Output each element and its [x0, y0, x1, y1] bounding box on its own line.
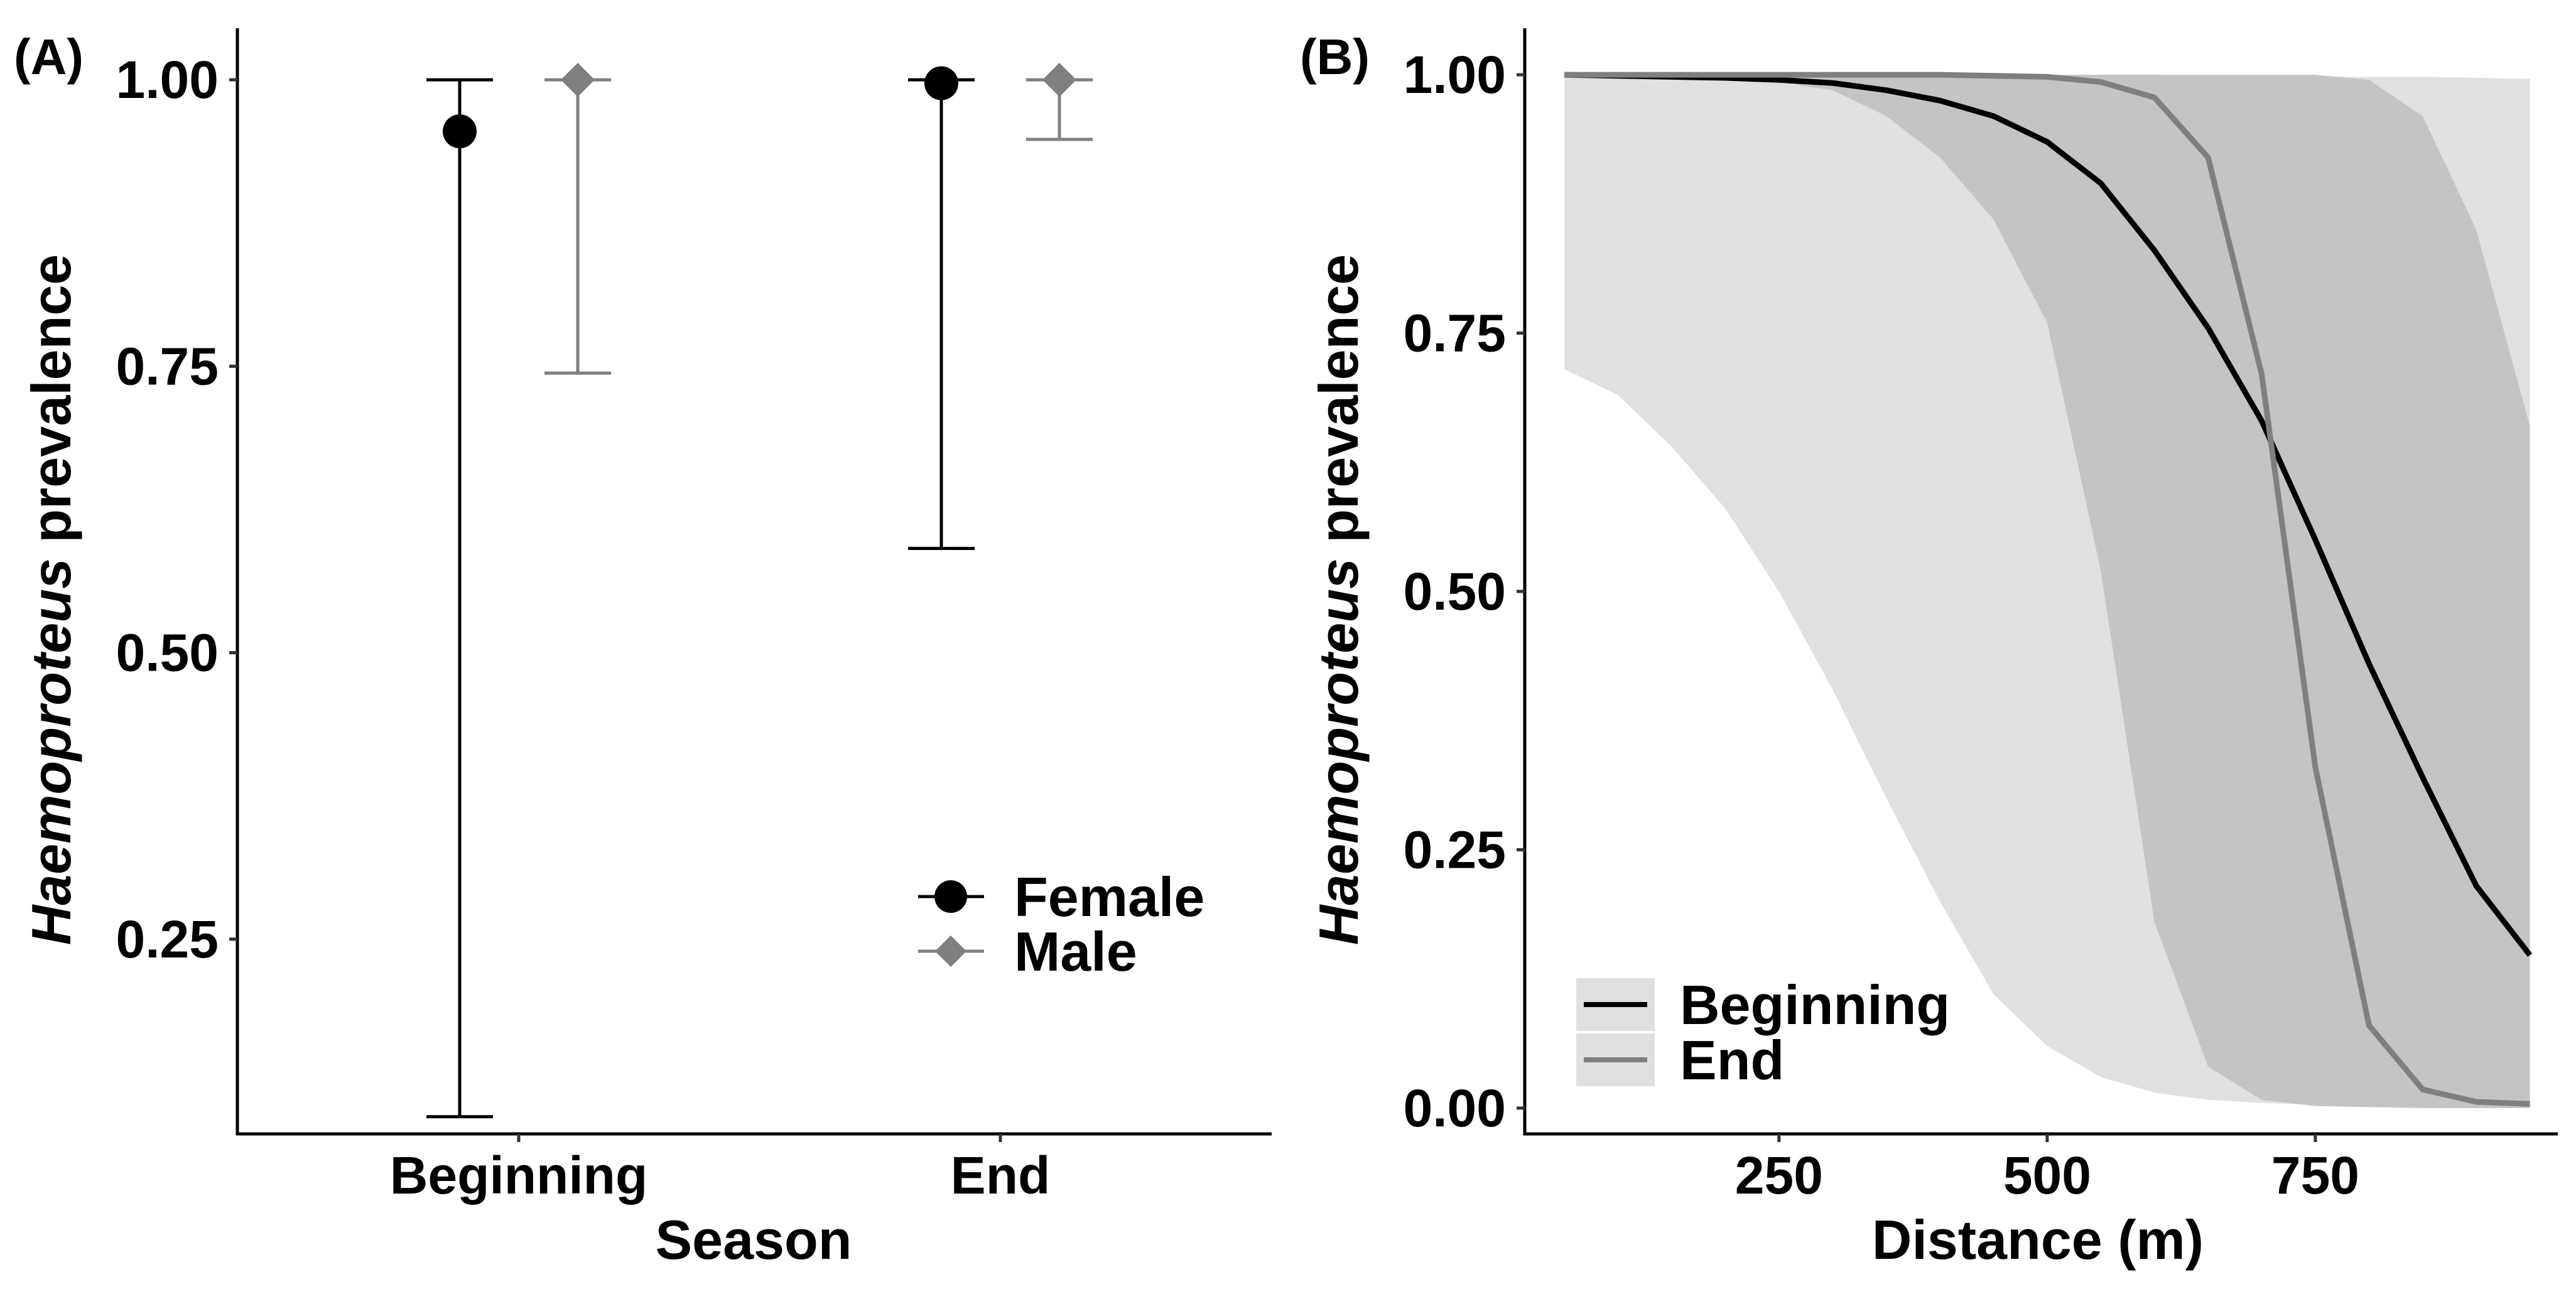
- panel-b-x-tick-label-250: 250: [1735, 1146, 1823, 1205]
- panel-a-marks: [426, 63, 1093, 1119]
- panel-a-x-tick-label-end: End: [951, 1146, 1051, 1205]
- panel-a-y-tick-label-0.50: 0.50: [116, 623, 219, 682]
- panel-a-y-axis-title-rest: prevalence: [20, 254, 82, 558]
- panel-b-x-tick-label-750: 750: [2271, 1146, 2359, 1205]
- panel-b-y-axis-title-italic: Haemoproteus: [1307, 558, 1370, 945]
- panel-a-x-tick-label-beginning: Beginning: [390, 1146, 648, 1205]
- panel-a-x-ticks: Beginning End: [390, 1134, 1051, 1205]
- panel-a-y-axis-title-italic: Haemoproteus: [20, 558, 82, 945]
- line-beginning: [1564, 72, 2533, 957]
- ribbon-end: [1564, 75, 2530, 1108]
- panel-b-lines: [1564, 72, 2533, 1107]
- panel-b-y-tick-label-0.00: 0.00: [1404, 1079, 1507, 1138]
- panel-a-legend: Female Male: [918, 866, 1204, 983]
- legend-female-label: Female: [1014, 866, 1204, 928]
- legend-male-label: Male: [1014, 920, 1137, 983]
- legend-end-label: End: [1680, 1029, 1784, 1091]
- panel-a-y-tick-label-0.75: 0.75: [116, 337, 219, 396]
- panel-b-y-tick-label-1.00: 1.00: [1404, 45, 1507, 104]
- point-female-end: [924, 66, 958, 100]
- panel-a-y-tick-label-0.25: 0.25: [116, 910, 219, 969]
- panel-b-x-ticks: 250 500 750: [1735, 1134, 2359, 1205]
- panel-a-y-ticks: 0.25 0.50 0.75 1.00: [116, 50, 237, 969]
- panel-b-y-axis-title-rest: prevalence: [1307, 254, 1370, 558]
- panel-a-y-tick-label-1.00: 1.00: [116, 50, 219, 109]
- panel-b-y-tick-label-0.25: 0.25: [1404, 820, 1507, 879]
- panel-a: (A) Haemoproteus prevalence Season 0.250…: [14, 28, 1272, 1271]
- panel-b-y-tick-label-0.75: 0.75: [1404, 304, 1507, 363]
- panel-b-tag: (B): [1300, 29, 1370, 85]
- panel-b-x-tick-label-500: 500: [2003, 1146, 2091, 1205]
- legend-female-circle-icon: [934, 880, 967, 913]
- panel-b-y-axis-title: Haemoproteus prevalence: [1307, 254, 1370, 945]
- panel-b-x-axis-title: Distance (m): [1872, 1209, 2204, 1271]
- point-male-beginning: [561, 63, 595, 97]
- panel-a-y-axis-title: Haemoproteus prevalence: [20, 254, 82, 945]
- panel-a-tag: (A): [14, 29, 84, 85]
- svg-text:Haemoproteus prevalence: Haemoproteus prevalence: [1307, 254, 1370, 945]
- legend-male-diamond-icon: [935, 935, 966, 967]
- point-female-beginning: [443, 114, 477, 149]
- panel-a-x-axis-title: Season: [655, 1209, 852, 1271]
- line-end: [1564, 72, 2530, 1107]
- panel-b-y-ticks: 0.00 0.25 0.50 0.75 1.00: [1404, 45, 1525, 1138]
- panel-b-legend: Beginning End: [1576, 974, 1950, 1091]
- panel-b-y-tick-label-0.50: 0.50: [1404, 562, 1507, 621]
- svg-text:Haemoproteus prevalence: Haemoproteus prevalence: [20, 254, 82, 945]
- legend-beginning-label: Beginning: [1680, 974, 1950, 1036]
- point-male-end: [1042, 63, 1076, 97]
- panel-b-ribbons: [1564, 75, 2530, 1108]
- panel-b: (B) Haemoproteus prevalence Distance (m)…: [1300, 28, 2558, 1271]
